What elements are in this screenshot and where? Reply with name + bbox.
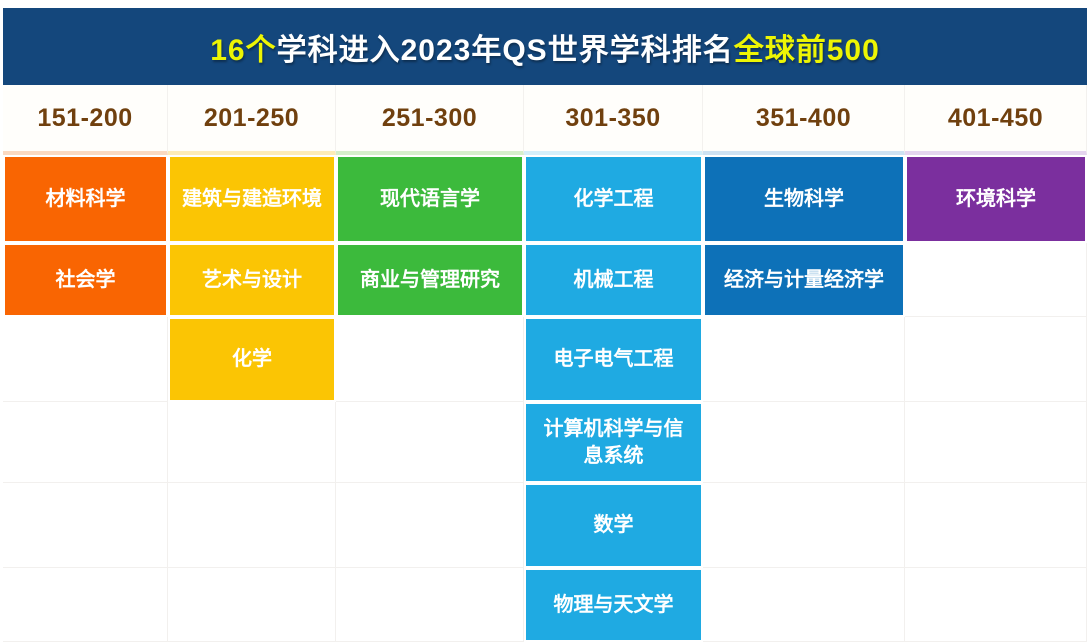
title-highlight-count: 16个 (210, 33, 277, 67)
column-401-450: 401-450 环境科学 (905, 85, 1087, 642)
empty-cell (905, 568, 1087, 642)
cell-sociology: 社会学 (3, 243, 168, 317)
empty-cell (336, 317, 524, 402)
cell-chemistry: 化学 (168, 317, 336, 402)
column-151-200: 151-200 材料科学 社会学 (3, 85, 168, 642)
column-301-350: 301-350 化学工程 机械工程 电子电气工程 计算机科学与信息系统 数学 物… (524, 85, 703, 642)
cell-mechanical-engineering: 机械工程 (524, 243, 703, 317)
empty-cell (905, 402, 1087, 483)
header-151-200: 151-200 (3, 85, 168, 155)
empty-cell (3, 483, 168, 568)
column-351-400: 351-400 生物科学 经济与计量经济学 (703, 85, 905, 642)
empty-cell (336, 402, 524, 483)
empty-cell (703, 568, 905, 642)
cell-materials-science: 材料科学 (3, 155, 168, 243)
empty-cell (168, 483, 336, 568)
empty-cell (703, 317, 905, 402)
header-401-450: 401-450 (905, 85, 1087, 155)
cell-chemical-engineering: 化学工程 (524, 155, 703, 243)
header-301-350: 301-350 (524, 85, 703, 155)
empty-cell (905, 483, 1087, 568)
empty-cell (905, 317, 1087, 402)
empty-cell (3, 402, 168, 483)
empty-cell (3, 317, 168, 402)
cell-computer-science-information-systems: 计算机科学与信息系统 (524, 402, 703, 483)
cell-mathematics: 数学 (524, 483, 703, 568)
title-banner: 16个 学科进入2023年QS世界学科排名 全球前500 (3, 8, 1087, 85)
cell-environmental-science: 环境科学 (905, 155, 1087, 243)
cell-physics-astronomy: 物理与天文学 (524, 568, 703, 642)
column-201-250: 201-250 建筑与建造环境 艺术与设计 化学 (168, 85, 336, 642)
cell-biological-sciences: 生物科学 (703, 155, 905, 243)
ranking-table: 151-200 材料科学 社会学 201-250 建筑与建造环境 艺术与设计 化… (3, 85, 1087, 642)
empty-cell (3, 568, 168, 642)
empty-cell (703, 402, 905, 483)
empty-cell (168, 568, 336, 642)
empty-cell (905, 243, 1087, 317)
column-251-300: 251-300 现代语言学 商业与管理研究 (336, 85, 524, 642)
cell-modern-languages: 现代语言学 (336, 155, 524, 243)
empty-cell (336, 483, 524, 568)
cell-economics-econometrics: 经济与计量经济学 (703, 243, 905, 317)
cell-art-design: 艺术与设计 (168, 243, 336, 317)
empty-cell (168, 402, 336, 483)
empty-cell (336, 568, 524, 642)
cell-architecture-built-environment: 建筑与建造环境 (168, 155, 336, 243)
title-main-text: 学科进入2023年QS世界学科排名 (276, 33, 734, 67)
empty-cell (703, 483, 905, 568)
title-highlight-scope: 全球前500 (733, 33, 880, 67)
header-201-250: 201-250 (168, 85, 336, 155)
cell-electrical-electronic-engineering: 电子电气工程 (524, 317, 703, 402)
cell-business-management-studies: 商业与管理研究 (336, 243, 524, 317)
header-351-400: 351-400 (703, 85, 905, 155)
header-251-300: 251-300 (336, 85, 524, 155)
